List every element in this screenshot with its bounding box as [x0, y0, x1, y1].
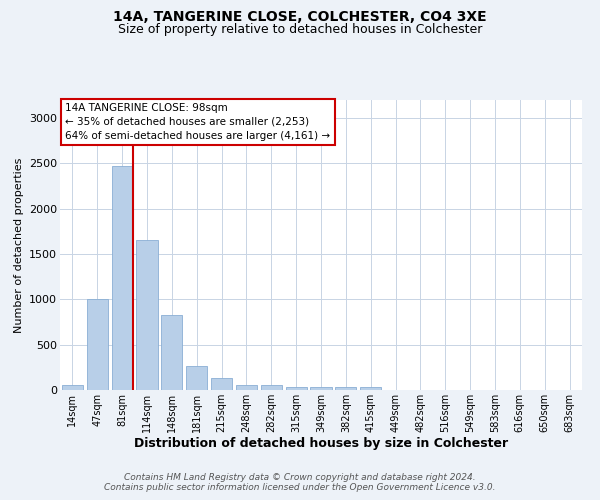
- Y-axis label: Number of detached properties: Number of detached properties: [14, 158, 23, 332]
- Bar: [186, 366, 207, 390]
- Bar: [136, 240, 158, 390]
- Text: Contains HM Land Registry data © Crown copyright and database right 2024.: Contains HM Land Registry data © Crown c…: [124, 472, 476, 482]
- Bar: [310, 388, 332, 390]
- Text: 14A TANGERINE CLOSE: 98sqm
← 35% of detached houses are smaller (2,253)
64% of s: 14A TANGERINE CLOSE: 98sqm ← 35% of deta…: [65, 103, 331, 141]
- Bar: [87, 300, 108, 390]
- Bar: [261, 386, 282, 390]
- Bar: [286, 388, 307, 390]
- Text: 14A, TANGERINE CLOSE, COLCHESTER, CO4 3XE: 14A, TANGERINE CLOSE, COLCHESTER, CO4 3X…: [113, 10, 487, 24]
- Text: Distribution of detached houses by size in Colchester: Distribution of detached houses by size …: [134, 438, 508, 450]
- Bar: [161, 315, 182, 390]
- Bar: [211, 378, 232, 390]
- Bar: [62, 386, 83, 390]
- Bar: [335, 388, 356, 390]
- Bar: [112, 166, 133, 390]
- Bar: [236, 384, 257, 390]
- Bar: [360, 388, 381, 390]
- Text: Contains public sector information licensed under the Open Government Licence v3: Contains public sector information licen…: [104, 484, 496, 492]
- Text: Size of property relative to detached houses in Colchester: Size of property relative to detached ho…: [118, 22, 482, 36]
